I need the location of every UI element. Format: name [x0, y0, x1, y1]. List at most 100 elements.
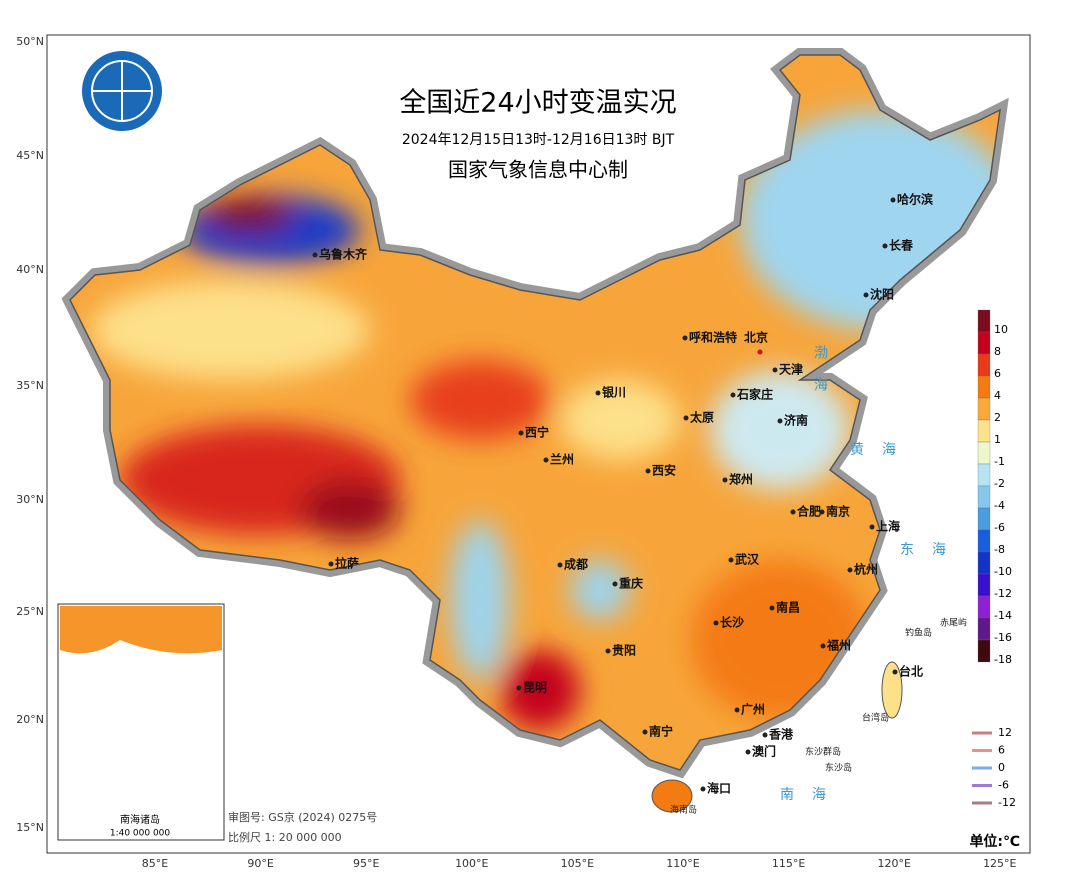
legend-label: 4 [994, 389, 1001, 402]
island-label: 钓鱼岛 [905, 627, 932, 639]
city-dot [847, 567, 853, 573]
island-label: 台湾岛 [862, 712, 889, 724]
city-label: 南昌 [776, 600, 800, 615]
city-dot [745, 749, 751, 755]
legend-label: 1 [994, 433, 1001, 446]
city-dot [820, 643, 826, 649]
lat-label: 30°N [16, 493, 44, 506]
inset-title: 南海诸岛 [120, 813, 160, 826]
lon-label: 105°E [561, 857, 594, 870]
legend-swatch [977, 529, 991, 553]
lon-label: 100°E [455, 857, 488, 870]
city-label: 重庆 [619, 576, 643, 591]
legend-label: -8 [994, 543, 1005, 556]
city-label: 福州 [826, 638, 851, 653]
city-dot [557, 562, 563, 568]
city-dot [892, 669, 898, 675]
city-dot [642, 729, 648, 735]
city-dot [328, 561, 334, 567]
contour-label: 6 [998, 744, 1005, 757]
lat-label: 25°N [16, 605, 44, 618]
city-label: 昆明 [523, 681, 547, 695]
city-dot [543, 457, 549, 463]
hainan [651, 779, 693, 813]
legend-swatch [977, 595, 991, 619]
legend-swatch [977, 463, 991, 487]
city-label: 贵阳 [612, 643, 636, 658]
city-label: 长春 [889, 238, 914, 253]
legend-swatch [977, 573, 991, 597]
city-dot [757, 349, 763, 355]
city-label: 长沙 [720, 615, 744, 630]
legend-swatch [977, 331, 991, 355]
lon-label: 90°E [247, 857, 273, 870]
approval: 审图号: GS京 (2024) 0275号 [228, 810, 377, 824]
city-dot [728, 557, 734, 563]
lon-label: 95°E [353, 857, 379, 870]
city-dot [312, 252, 318, 258]
city-label: 广州 [741, 702, 765, 717]
legend-label: -10 [994, 565, 1012, 578]
legend-swatch [977, 441, 991, 465]
subtitle: 2024年12月15日13时-12月16日13时 BJT [402, 132, 675, 148]
legend-label: -14 [994, 609, 1012, 622]
legend-swatch [977, 551, 991, 575]
city-label: 武汉 [735, 552, 760, 567]
city-label: 南宁 [649, 724, 673, 739]
contour-label: 12 [998, 726, 1012, 739]
sea-label: 南海 [780, 787, 844, 803]
city-label: 成都 [564, 557, 588, 572]
island-label: 东沙岛 [825, 762, 852, 774]
legend-swatch [977, 419, 991, 443]
island-label: 海南岛 [670, 804, 697, 816]
city-dot [595, 390, 601, 396]
inset-land [60, 606, 222, 654]
city-dot [700, 786, 706, 792]
scale: 比例尺 1: 20 000 000 [228, 830, 342, 844]
city-label: 沈阳 [870, 287, 894, 302]
city-dot [769, 605, 775, 611]
legend-label: -6 [994, 521, 1005, 534]
city-dot [713, 620, 719, 626]
lon-label: 110°E [666, 857, 699, 870]
city-dot [518, 430, 524, 436]
lon-label: 85°E [142, 857, 168, 870]
city-label: 太原 [690, 410, 714, 425]
city-label: 兰州 [550, 452, 574, 467]
lat-label: 15°N [16, 821, 44, 834]
city-dot [772, 367, 778, 373]
lat-label: 40°N [16, 263, 44, 276]
city-dot [762, 732, 768, 738]
contour-label: -12 [998, 796, 1016, 809]
city-dot [722, 477, 728, 483]
city-dot [734, 707, 740, 713]
legend-swatch [977, 309, 991, 333]
legend-swatch [977, 375, 991, 399]
city-label: 北京 [744, 330, 768, 345]
city-label: 香港 [768, 727, 794, 742]
city-dot [890, 197, 896, 203]
city-label: 西安 [652, 463, 676, 478]
city-label: 拉萨 [335, 556, 359, 571]
city-label: 银川 [602, 385, 626, 400]
city-dot [682, 335, 688, 341]
legend-swatch [977, 397, 991, 421]
logo [82, 51, 162, 131]
legend-label: 6 [994, 367, 1001, 380]
city-label: 天津 [779, 362, 803, 377]
legend-label: -4 [994, 499, 1005, 512]
legend-label: 2 [994, 411, 1001, 424]
legend-swatch [977, 617, 991, 641]
legend-swatch [977, 485, 991, 509]
city-label: 南京 [826, 504, 850, 519]
sea-label: 东海 [900, 542, 964, 558]
city-dot [645, 468, 651, 474]
legend-swatch [977, 639, 991, 663]
city-dot [819, 509, 825, 515]
legend-label: -2 [994, 477, 1005, 490]
city-dot [882, 243, 888, 249]
city-label: 西宁 [525, 425, 549, 440]
city-label: 上海 [876, 519, 900, 534]
city-dot [605, 648, 611, 654]
legend-label: -12 [994, 587, 1012, 600]
